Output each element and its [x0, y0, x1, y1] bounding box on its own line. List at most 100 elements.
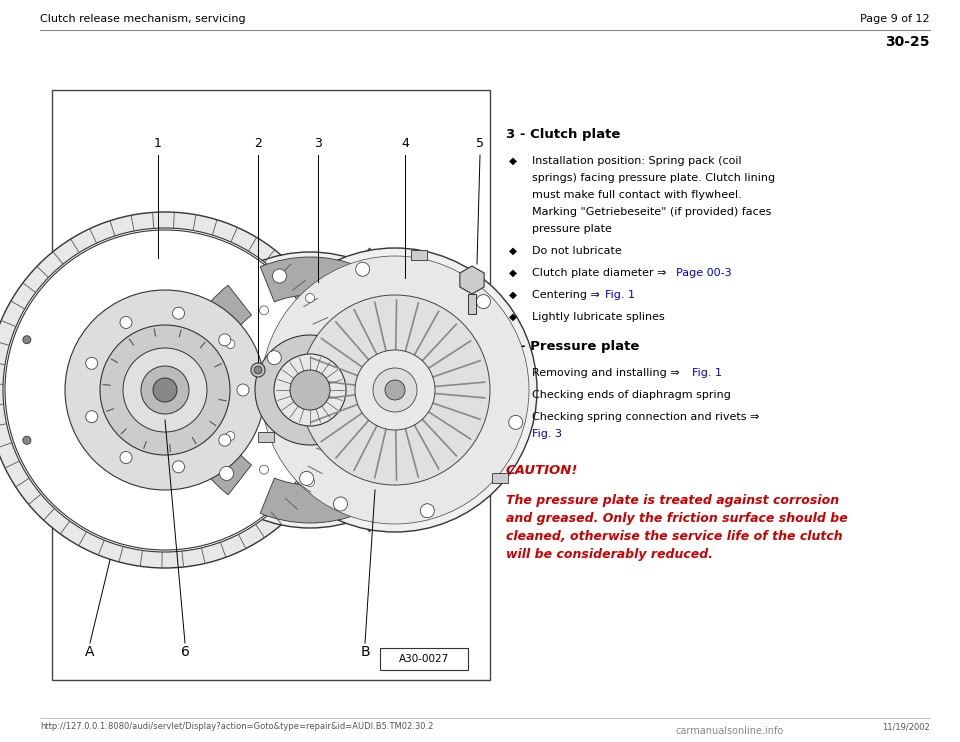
Circle shape [189, 352, 203, 367]
Wedge shape [260, 478, 360, 523]
Text: A: A [85, 645, 95, 659]
Text: ◆: ◆ [509, 312, 517, 322]
Circle shape [3, 228, 327, 552]
Text: The pressure plate is treated against corrosion: The pressure plate is treated against co… [506, 494, 839, 507]
Text: ◆: ◆ [509, 268, 517, 278]
Circle shape [172, 252, 448, 528]
Text: and greased. Only the friction surface should be: and greased. Only the friction surface s… [506, 512, 848, 525]
Circle shape [85, 358, 98, 370]
Wedge shape [179, 403, 252, 495]
Text: Checking ends of diaphragm spring: Checking ends of diaphragm spring [532, 390, 731, 400]
Text: will be considerably reduced.: will be considerably reduced. [506, 548, 713, 561]
Text: Do not lubricate: Do not lubricate [532, 246, 622, 256]
Text: carmanualsonline.info: carmanualsonline.info [676, 726, 784, 736]
Bar [492, 473, 508, 483]
Text: 1: 1 [154, 137, 162, 150]
Text: Fig. 3: Fig. 3 [532, 429, 562, 439]
Text: Lightly lubricate splines: Lightly lubricate splines [532, 312, 664, 322]
Circle shape [373, 368, 417, 412]
Text: A30-0027: A30-0027 [398, 654, 449, 664]
Circle shape [274, 354, 346, 426]
Circle shape [220, 467, 233, 480]
Circle shape [219, 334, 230, 346]
Text: Fig. 1: Fig. 1 [692, 368, 722, 378]
Circle shape [237, 384, 249, 396]
Text: cleaned, otherwise the service life of the clutch: cleaned, otherwise the service life of t… [506, 530, 843, 543]
Circle shape [226, 432, 235, 441]
Circle shape [417, 413, 431, 427]
Circle shape [173, 307, 184, 319]
Circle shape [213, 386, 223, 395]
Wedge shape [369, 403, 442, 495]
Text: 5: 5 [476, 137, 484, 150]
Circle shape [355, 350, 435, 430]
Text: ◆: ◆ [509, 412, 517, 422]
Circle shape [23, 436, 31, 444]
Circle shape [23, 335, 31, 344]
Text: ◆: ◆ [509, 390, 517, 400]
Circle shape [267, 351, 281, 364]
Circle shape [300, 295, 490, 485]
Wedge shape [369, 285, 442, 377]
Text: 30-25: 30-25 [885, 35, 930, 49]
Circle shape [420, 504, 434, 518]
Text: Marking "Getriebeseite" (if provided) faces: Marking "Getriebeseite" (if provided) fa… [532, 207, 772, 217]
Text: ◆: ◆ [509, 368, 517, 378]
Circle shape [305, 478, 315, 487]
Circle shape [385, 432, 395, 441]
Circle shape [259, 306, 269, 315]
Circle shape [305, 294, 315, 303]
Text: 3 - Clutch plate: 3 - Clutch plate [506, 128, 620, 141]
Circle shape [251, 363, 265, 377]
Circle shape [397, 386, 406, 395]
Circle shape [261, 256, 529, 524]
Text: ◆: ◆ [509, 246, 517, 256]
Text: B: B [360, 645, 370, 659]
Circle shape [226, 340, 235, 349]
Circle shape [300, 471, 314, 485]
Text: springs) facing pressure plate. Clutch lining: springs) facing pressure plate. Clutch l… [532, 173, 775, 183]
Circle shape [0, 212, 343, 568]
Circle shape [385, 380, 405, 400]
Circle shape [141, 366, 189, 414]
Circle shape [255, 335, 365, 445]
Circle shape [254, 366, 262, 374]
Circle shape [387, 300, 400, 314]
Text: Installation position: Spring pack (coil: Installation position: Spring pack (coil [532, 156, 742, 166]
Circle shape [120, 452, 132, 464]
Text: ◆: ◆ [509, 290, 517, 300]
Bar [52, 90, 490, 680]
Text: Clutch plate diameter ⇒: Clutch plate diameter ⇒ [532, 268, 670, 278]
Text: 3: 3 [314, 137, 322, 150]
Bar [468, 294, 476, 314]
Circle shape [333, 497, 348, 511]
Polygon shape [345, 248, 370, 532]
Text: CAUTION!: CAUTION! [506, 464, 578, 477]
Bar [258, 432, 275, 441]
Circle shape [273, 269, 286, 283]
Circle shape [259, 465, 269, 474]
Text: 4: 4 [401, 137, 409, 150]
Text: 11/19/2002: 11/19/2002 [882, 722, 930, 731]
Text: Removing and installing ⇒: Removing and installing ⇒ [532, 368, 684, 378]
Circle shape [173, 461, 184, 473]
Circle shape [5, 230, 325, 550]
Text: 4 - Pressure plate: 4 - Pressure plate [506, 340, 639, 353]
Text: Page 00-3: Page 00-3 [676, 268, 732, 278]
Circle shape [351, 465, 361, 474]
Polygon shape [460, 266, 484, 294]
Text: pressure plate: pressure plate [532, 224, 612, 234]
Circle shape [253, 248, 537, 532]
Circle shape [219, 434, 230, 446]
Text: Page 9 of 12: Page 9 of 12 [860, 14, 930, 24]
Bar [411, 250, 427, 260]
Circle shape [355, 262, 370, 276]
Circle shape [100, 325, 230, 455]
Wedge shape [260, 257, 360, 302]
Text: Fig. 1: Fig. 1 [605, 290, 635, 300]
Circle shape [120, 316, 132, 329]
Bar [380, 648, 468, 670]
Circle shape [290, 370, 330, 410]
Circle shape [65, 290, 265, 490]
Circle shape [123, 348, 207, 432]
